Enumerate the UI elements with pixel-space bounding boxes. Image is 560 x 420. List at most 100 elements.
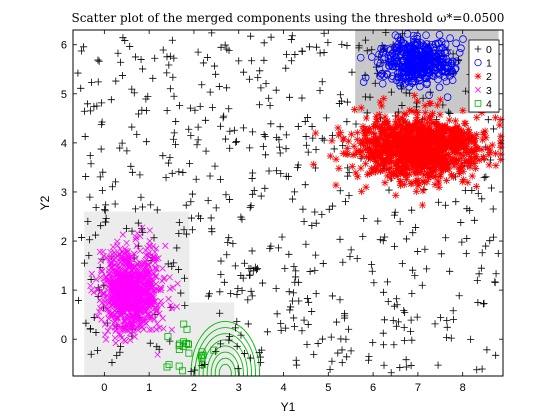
point-series-2 xyxy=(407,144,415,153)
point-series-0 xyxy=(306,267,314,276)
point-series-2 xyxy=(365,169,373,177)
point-series-2 xyxy=(451,146,459,155)
point-series-0 xyxy=(211,162,219,170)
point-series-2 xyxy=(472,182,481,191)
point-series-3 xyxy=(131,263,138,270)
point-series-4 xyxy=(179,367,187,375)
y-tick-label: 6 xyxy=(61,40,67,52)
point-series-2 xyxy=(354,173,362,181)
point-series-0 xyxy=(121,36,129,45)
point-series-2 xyxy=(471,152,479,161)
point-series-3 xyxy=(153,264,160,272)
point-series-0 xyxy=(262,80,270,88)
point-series-2 xyxy=(382,165,391,173)
point-series-3 xyxy=(113,267,121,274)
point-series-0 xyxy=(166,337,174,345)
point-series-0 xyxy=(112,77,120,85)
point-series-0 xyxy=(166,85,174,93)
point-series-2 xyxy=(350,142,358,150)
point-series-2 xyxy=(410,139,418,147)
point-series-0 xyxy=(273,310,281,318)
point-series-4 xyxy=(164,333,172,341)
point-series-2 xyxy=(468,172,476,180)
point-series-2 xyxy=(458,178,466,186)
point-series-2 xyxy=(429,137,438,145)
point-series-1 xyxy=(398,63,407,72)
point-series-0 xyxy=(336,187,344,195)
point-series-2 xyxy=(491,150,500,158)
point-series-3 xyxy=(154,320,161,327)
point-series-0 xyxy=(327,333,335,341)
point-series-3 xyxy=(118,248,126,255)
point-series-0 xyxy=(289,289,298,297)
point-series-3 xyxy=(147,313,154,320)
point-series-2 xyxy=(434,179,443,187)
point-series-0 xyxy=(320,48,328,57)
point-series-3 xyxy=(99,248,107,255)
point-series-2 xyxy=(392,191,400,199)
point-series-0 xyxy=(239,274,247,282)
point-series-3 xyxy=(124,285,132,292)
point-series-0 xyxy=(300,316,308,324)
point-series-2 xyxy=(449,156,457,164)
point-series-2 xyxy=(426,154,435,162)
point-series-0 xyxy=(311,208,319,216)
point-series-0 xyxy=(139,228,147,236)
point-series-0 xyxy=(455,292,463,300)
point-series-0 xyxy=(86,236,94,244)
point-series-2 xyxy=(423,143,431,151)
point-series-0 xyxy=(261,151,270,159)
point-series-0 xyxy=(130,89,138,97)
point-series-3 xyxy=(107,295,114,303)
point-series-2 xyxy=(391,123,399,132)
point-series-2 xyxy=(454,148,462,156)
point-series-2 xyxy=(460,119,469,127)
point-series-3 xyxy=(151,304,159,312)
point-series-0 xyxy=(138,203,147,211)
point-series-2 xyxy=(448,171,456,179)
point-series-0 xyxy=(409,266,417,274)
point-series-0 xyxy=(92,328,100,337)
point-series-2 xyxy=(422,139,430,147)
point-series-0 xyxy=(116,348,124,356)
point-series-3 xyxy=(174,280,181,287)
point-series-2 xyxy=(435,183,443,191)
point-series-2 xyxy=(412,158,420,166)
point-series-0 xyxy=(286,306,294,314)
point-series-3 xyxy=(126,319,133,326)
point-series-2 xyxy=(425,99,434,107)
point-series-0 xyxy=(162,174,170,182)
point-series-1 xyxy=(392,58,400,66)
x-tick-label: 7 xyxy=(415,382,421,394)
point-series-1 xyxy=(359,78,368,86)
point-series-2 xyxy=(389,169,397,178)
point-series-2 xyxy=(470,159,479,168)
point-series-2 xyxy=(389,135,397,143)
point-series-2 xyxy=(348,162,356,170)
point-series-0 xyxy=(257,84,265,92)
point-series-0 xyxy=(285,288,293,296)
point-series-2 xyxy=(486,148,494,157)
point-series-2 xyxy=(429,131,437,139)
point-series-0 xyxy=(185,125,193,133)
point-series-1 xyxy=(376,59,385,68)
point-series-0 xyxy=(387,88,395,96)
x-tick-label: 2 xyxy=(191,382,197,394)
point-series-0 xyxy=(250,186,258,194)
point-series-2 xyxy=(468,147,477,155)
point-series-2 xyxy=(421,102,429,110)
point-series-3 xyxy=(104,327,112,335)
point-series-0 xyxy=(198,81,206,89)
point-series-1 xyxy=(399,48,408,57)
point-series-2 xyxy=(479,129,488,137)
point-series-3 xyxy=(103,305,110,312)
point-series-0 xyxy=(290,314,298,322)
point-series-0 xyxy=(276,123,284,131)
point-series-0 xyxy=(144,92,152,101)
point-series-3 xyxy=(157,298,164,305)
point-series-3 xyxy=(145,303,153,311)
point-series-3 xyxy=(166,285,174,292)
point-series-2 xyxy=(473,113,481,122)
point-series-0 xyxy=(186,104,194,112)
point-series-3 xyxy=(97,305,104,312)
